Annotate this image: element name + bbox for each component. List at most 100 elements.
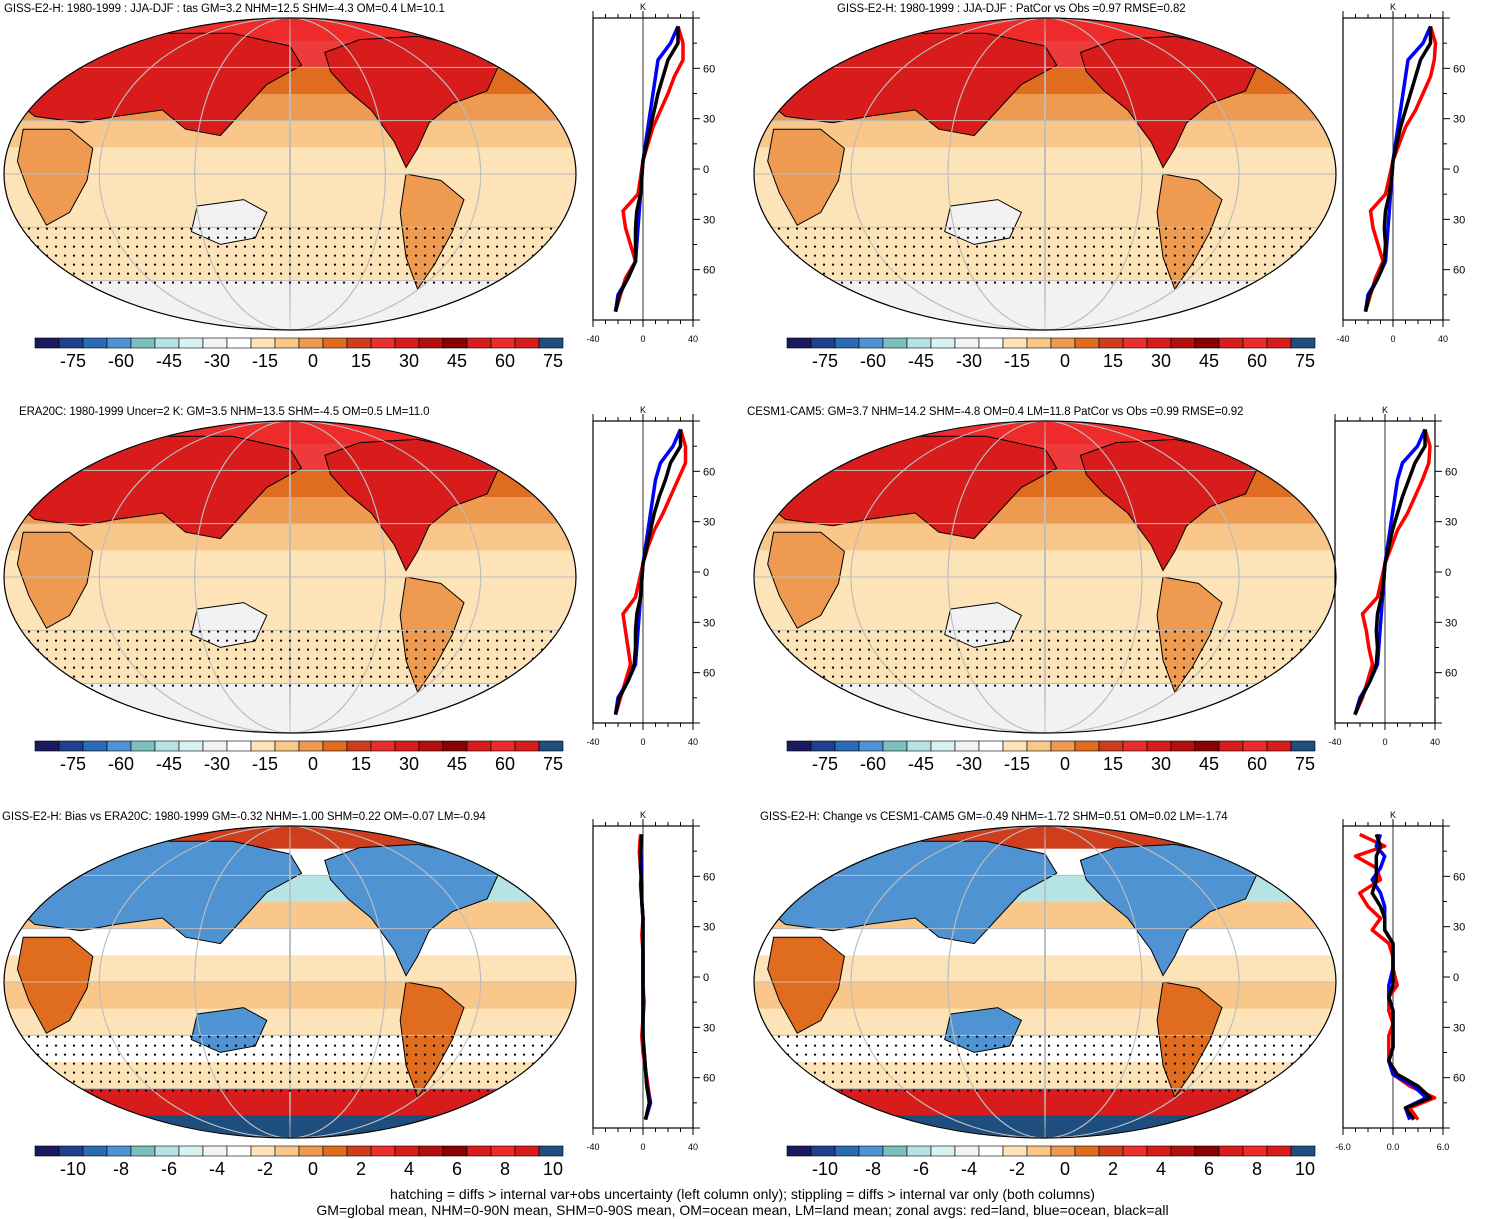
stipple-dot: [351, 1062, 355, 1065]
stipple-dot: [1110, 1044, 1114, 1047]
stipple-dot: [234, 227, 238, 230]
stipple-dot: [858, 648, 862, 651]
stipple-dot: [1020, 639, 1024, 642]
stipple-dot: [513, 1071, 517, 1074]
stipple-dot: [885, 1035, 889, 1038]
stipple-dot: [1182, 263, 1186, 266]
stipple-dot: [441, 1053, 445, 1056]
stipple-dot: [90, 263, 94, 266]
stipple-dot: [885, 684, 889, 687]
stipple-dot: [423, 272, 427, 275]
stipple-dot: [804, 1062, 808, 1065]
stipple-dot: [957, 639, 961, 642]
colorbar-tick-label: 30: [399, 754, 419, 774]
stipple-dot: [387, 648, 391, 651]
colorbar-tick-label: 2: [1108, 1159, 1118, 1179]
stipple-dot: [1182, 1053, 1186, 1056]
stipple-dot: [99, 254, 103, 257]
stipple-dot: [1137, 639, 1141, 642]
stipple-dot: [378, 254, 382, 257]
stipple-dot: [261, 1053, 265, 1056]
stipple-dot: [1038, 1062, 1042, 1065]
continent: [1079, 843, 1259, 977]
stipple-dot: [432, 1035, 436, 1038]
stipple-dot: [27, 281, 31, 284]
stipple-dot: [1119, 1089, 1123, 1092]
stipple-dot: [957, 1053, 961, 1056]
colorbar-swatch: [34, 337, 60, 349]
stipple-dot: [99, 272, 103, 275]
stipple-dot: [1047, 648, 1051, 651]
stipple-dot: [768, 1044, 772, 1047]
stipple-dot: [387, 281, 391, 284]
stipple-dot: [1236, 272, 1240, 275]
stipple-dot: [27, 666, 31, 669]
stipple-dot: [1209, 1089, 1213, 1092]
stipple-dot: [1101, 1044, 1105, 1047]
stipple-dot: [849, 227, 853, 230]
stipple-dot: [795, 272, 799, 275]
stipple-dot: [504, 254, 508, 257]
stipple-dot: [1146, 684, 1150, 687]
stipple-dot: [522, 648, 526, 651]
stipple-dot: [1200, 1062, 1204, 1065]
stipple-dot: [1074, 1053, 1078, 1056]
stipple-dot: [1209, 1062, 1213, 1065]
stipple-dot: [504, 630, 508, 633]
stipple-dot: [351, 684, 355, 687]
stipple-dot: [378, 1062, 382, 1065]
stipple-dot: [441, 1071, 445, 1074]
stipple-dot: [306, 245, 310, 248]
stipple-dot: [261, 639, 265, 642]
stipple-dot: [414, 630, 418, 633]
colorbar-tick-label: 75: [543, 754, 563, 774]
stipple-dot: [1029, 1044, 1033, 1047]
stipple-dot: [1263, 657, 1267, 660]
stipple-dot: [180, 263, 184, 266]
stipple-dot: [288, 1044, 292, 1047]
colorbar-tick-label: -30: [204, 754, 230, 774]
stipple-dot: [1209, 630, 1213, 633]
colorbar-swatch: [538, 1145, 564, 1157]
colorbar-tick-label: 60: [1247, 754, 1267, 774]
stipple-dot: [351, 1035, 355, 1038]
stipple-dot: [1056, 254, 1060, 257]
stipple-dot: [1038, 675, 1042, 678]
stipple-dot: [1137, 648, 1141, 651]
stipple-dot: [1083, 1071, 1087, 1074]
colorbar-swatch: [954, 1145, 980, 1157]
stipple-dot: [162, 1071, 166, 1074]
stipple-dot: [939, 1071, 943, 1074]
colorbar-tick-label: 6: [452, 1159, 462, 1179]
stipple-dot: [957, 648, 961, 651]
stipple-dot: [378, 639, 382, 642]
stipple-dot: [939, 630, 943, 633]
stipple-dot: [261, 1089, 265, 1092]
stipple-dot: [1047, 1071, 1051, 1074]
stipple-dot: [1272, 1071, 1276, 1074]
stipple-dot: [867, 227, 871, 230]
stipple-dot: [876, 1053, 880, 1056]
stipple-dot: [1317, 684, 1321, 687]
stipple-dot: [1281, 254, 1285, 257]
stipple-dot: [477, 666, 481, 669]
x-tick-label: 0.0: [1387, 1142, 1400, 1152]
stipple-dot: [351, 236, 355, 239]
stipple-dot: [957, 254, 961, 257]
stipple-dot: [306, 227, 310, 230]
stipple-dot: [849, 1089, 853, 1092]
stipple-dot: [1029, 236, 1033, 239]
stipple-dot: [1047, 639, 1051, 642]
stipple-dot: [984, 666, 988, 669]
stipple-dot: [459, 684, 463, 687]
stipple-dot: [297, 1062, 301, 1065]
stipple-dot: [1110, 648, 1114, 651]
stipple-dot: [1101, 648, 1105, 651]
panel-title: GISS-E2-H: 1980-1999 : JJA-DJF : PatCor …: [837, 3, 1186, 15]
stipple-dot: [207, 1035, 211, 1038]
stipple-dot: [63, 1089, 67, 1092]
stipple-dot: [90, 236, 94, 239]
stipple-dot: [72, 630, 76, 633]
colorbar-swatch: [418, 1145, 444, 1157]
stipple-dot: [957, 666, 961, 669]
